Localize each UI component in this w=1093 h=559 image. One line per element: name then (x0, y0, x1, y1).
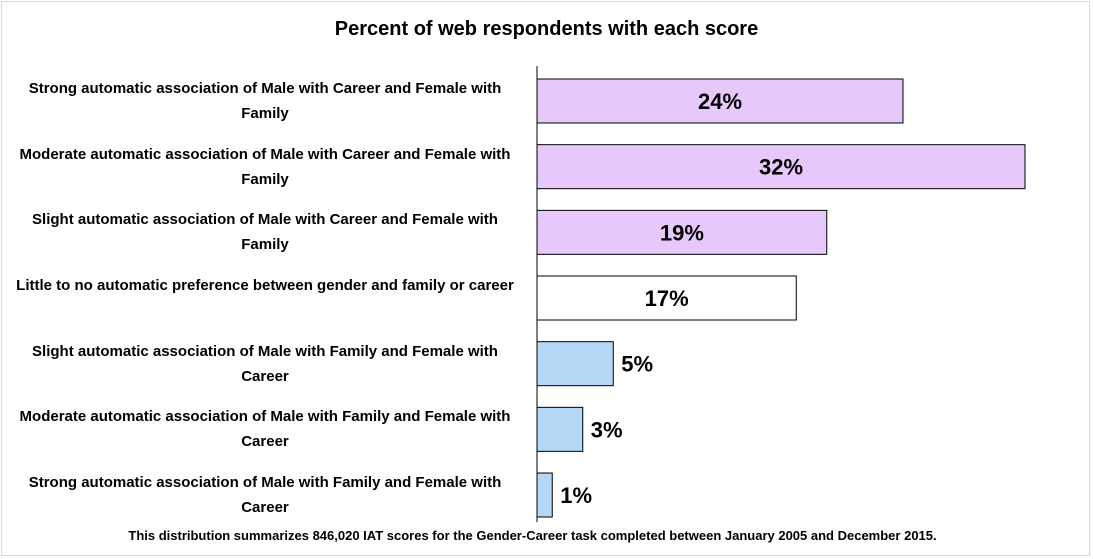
bar-5 (536, 341, 614, 387)
bar-value-label-2: 32% (759, 155, 803, 180)
bar-3 (536, 209, 828, 255)
category-label-5: Slight automatic association of Male wit… (32, 342, 498, 385)
category-label-3: Slight automatic association of Male wit… (32, 211, 498, 254)
bar-value-label-1: 24% (698, 89, 742, 114)
bar-value-label-5: 5% (621, 352, 653, 377)
category-label-1: Strong automatic association of Male wit… (28, 80, 502, 122)
bar-value-label-3: 19% (660, 220, 704, 245)
bar-2 (536, 144, 1026, 190)
category-label-4: Little to no automatic preference betwee… (16, 277, 514, 294)
bar-value-label-6: 3% (591, 417, 623, 442)
bar-value-label-7: 1% (560, 483, 592, 508)
bar-6 (536, 406, 584, 452)
bar-1 (536, 78, 904, 124)
category-label-7: Strong automatic association of Male wit… (28, 474, 502, 517)
bar-value-label-4: 17% (645, 286, 689, 311)
bar-7 (536, 472, 553, 518)
bar-4 (536, 275, 797, 321)
chart-title: Percent of web respondents with each sco… (334, 18, 759, 40)
chart-footnote: This distribution summarizes 846,020 IAT… (128, 528, 937, 543)
category-label-2: Moderate automatic association of Male w… (19, 145, 511, 188)
category-label-6: Moderate automatic association of Male w… (19, 408, 511, 451)
